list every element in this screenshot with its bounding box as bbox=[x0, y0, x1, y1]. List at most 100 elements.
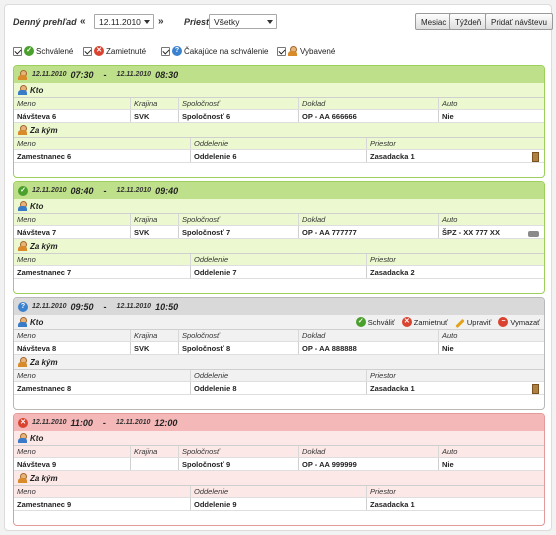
host-name: Zamestnanec 9 bbox=[17, 499, 72, 509]
time-from: 08:40 bbox=[70, 185, 94, 196]
visitor-section-label: Kto bbox=[30, 317, 44, 327]
minus-icon: − bbox=[498, 317, 509, 327]
approve-label: Schváliť bbox=[367, 317, 395, 327]
filter-rejected-label: Zamietnuté bbox=[106, 46, 147, 56]
visitor-company: Spoločnosť 7 bbox=[178, 226, 298, 238]
table-row: Zamestnanec 7 Oddelenie 7 Zasadacka 2 bbox=[14, 265, 544, 279]
visitor-section-title: Kto ✓ Schváliť ✕ Zamietnuť Upraviť bbox=[14, 315, 544, 329]
filter-approved[interactable]: ✓ Schválené bbox=[13, 46, 73, 56]
visitor-section-title: Kto bbox=[14, 199, 544, 213]
room-select-value: Všetky bbox=[214, 17, 240, 27]
date-to: 12.11.2010 bbox=[116, 303, 152, 310]
visit-header: ? 12.11.2010 09:50 - 12.11.2010 10:50 bbox=[14, 298, 544, 315]
chevron-down-icon bbox=[267, 20, 273, 24]
add-visit-button[interactable]: Pridať návštevu bbox=[485, 13, 553, 30]
filter-done-checkbox[interactable] bbox=[277, 46, 286, 56]
col-department: Oddelenie bbox=[190, 486, 366, 497]
approve-button[interactable]: ✓ Schváliť bbox=[355, 317, 395, 327]
visitor-car: Nie bbox=[438, 458, 544, 470]
col-country: Krajina bbox=[130, 98, 178, 109]
question-icon: ? bbox=[18, 301, 28, 312]
filter-done[interactable]: Vybavené bbox=[277, 46, 335, 56]
col-company: Spoločnosť bbox=[178, 98, 298, 109]
filter-pending-checkbox[interactable] bbox=[161, 46, 170, 56]
check-icon: ✓ bbox=[24, 46, 34, 56]
month-button[interactable]: Mesiac bbox=[415, 13, 453, 30]
date-select[interactable]: 12.11.2010 bbox=[94, 14, 154, 29]
room-select[interactable]: Všetky bbox=[209, 14, 277, 29]
car-icon bbox=[528, 231, 539, 237]
date-to: 12.11.2010 bbox=[116, 71, 152, 78]
visitor-header-row: Meno Krajina Spoločnosť Doklad Auto bbox=[14, 329, 544, 341]
person-icon bbox=[18, 85, 28, 95]
door-icon bbox=[532, 152, 539, 162]
delete-button[interactable]: − Vymazať bbox=[498, 317, 540, 327]
page-title: Denný prehľad bbox=[13, 17, 77, 27]
visitor-name: Návšteva 7 bbox=[17, 227, 57, 237]
person-icon bbox=[18, 473, 28, 483]
host-header-row: Meno Oddelenie Priestor bbox=[14, 485, 544, 497]
host-department: Oddelenie 6 bbox=[190, 150, 366, 162]
filter-pending-label: Čakajúce na schválenie bbox=[184, 46, 269, 56]
visitor-document: OP - AA 666666 bbox=[298, 110, 438, 122]
host-section-title: Za kým bbox=[14, 355, 544, 369]
visit-card: ✓ 12.11.2010 08:40 - 12.11.2010 09:40 Kt… bbox=[13, 181, 545, 294]
door-icon bbox=[532, 384, 539, 394]
reject-button[interactable]: ✕ Zamietnuť bbox=[401, 317, 448, 327]
pencil-icon bbox=[455, 318, 465, 329]
visitor-car: ŠPZ - XX 777 XX bbox=[438, 226, 544, 238]
visit-header: ✓ 12.11.2010 08:40 - 12.11.2010 09:40 bbox=[14, 182, 544, 199]
visitor-section-label: Kto bbox=[30, 85, 44, 95]
host-section-label: Za kým bbox=[30, 125, 58, 135]
person-icon bbox=[18, 69, 28, 80]
host-header-row: Meno Oddelenie Priestor bbox=[14, 253, 544, 265]
table-row: Návšteva 7 SVK Spoločnosť 7 OP - AA 7777… bbox=[14, 225, 544, 239]
filter-rejected[interactable]: ✕ Zamietnuté bbox=[83, 46, 146, 56]
time-to: 09:40 bbox=[155, 185, 179, 196]
prev-day-button[interactable]: « bbox=[80, 16, 86, 27]
visitor-country: SVK bbox=[130, 226, 178, 238]
visitor-section-label: Kto bbox=[30, 201, 44, 211]
host-header-row: Meno Oddelenie Priestor bbox=[14, 137, 544, 149]
host-room: Zasadacka 1 bbox=[366, 150, 544, 162]
visitor-name: Návšteva 9 bbox=[17, 459, 57, 469]
filter-done-label: Vybavené bbox=[300, 46, 336, 56]
filter-pending[interactable]: ? Čakajúce na schválenie bbox=[161, 46, 269, 56]
person-icon bbox=[18, 433, 28, 443]
host-section-title: Za kým bbox=[14, 471, 544, 485]
person-icon bbox=[18, 241, 28, 251]
visitor-header-row: Meno Krajina Spoločnosť Doklad Auto bbox=[14, 97, 544, 109]
col-room: Priestor bbox=[366, 370, 544, 381]
person-icon bbox=[18, 317, 28, 327]
visit-card: 12.11.2010 07:30 - 12.11.2010 08:30 Kto … bbox=[13, 65, 545, 178]
col-document: Doklad bbox=[298, 330, 438, 341]
date-from: 12.11.2010 bbox=[32, 419, 67, 426]
edit-button[interactable]: Upraviť bbox=[455, 317, 491, 329]
col-host-name: Meno bbox=[17, 487, 36, 496]
time-separator: - bbox=[103, 69, 107, 80]
filter-approved-label: Schválené bbox=[36, 46, 74, 56]
filter-rejected-checkbox[interactable] bbox=[83, 46, 92, 56]
col-room: Priestor bbox=[366, 254, 544, 265]
time-from: 09:50 bbox=[70, 301, 94, 312]
next-day-button[interactable]: » bbox=[158, 16, 164, 27]
col-country: Krajina bbox=[130, 330, 178, 341]
filter-approved-checkbox[interactable] bbox=[13, 46, 22, 56]
col-name: Meno bbox=[17, 99, 36, 108]
host-name: Zamestnanec 8 bbox=[17, 383, 72, 393]
visit-card: ? 12.11.2010 09:50 - 12.11.2010 10:50 Kt… bbox=[13, 297, 545, 410]
visitor-name: Návšteva 6 bbox=[17, 111, 57, 121]
time-separator: - bbox=[102, 417, 106, 428]
host-section-title: Za kým bbox=[14, 123, 544, 137]
col-document: Doklad bbox=[298, 98, 438, 109]
week-button[interactable]: Týždeň bbox=[449, 13, 488, 30]
host-section-label: Za kým bbox=[30, 357, 58, 367]
col-name: Meno bbox=[17, 215, 36, 224]
visitor-country bbox=[130, 458, 178, 470]
col-company: Spoločnosť bbox=[178, 214, 298, 225]
delete-label: Vymazať bbox=[510, 317, 540, 327]
col-room: Priestor bbox=[366, 138, 544, 149]
host-section-label: Za kým bbox=[30, 473, 58, 483]
host-department: Oddelenie 7 bbox=[190, 266, 366, 278]
reject-icon: ✕ bbox=[94, 46, 104, 56]
